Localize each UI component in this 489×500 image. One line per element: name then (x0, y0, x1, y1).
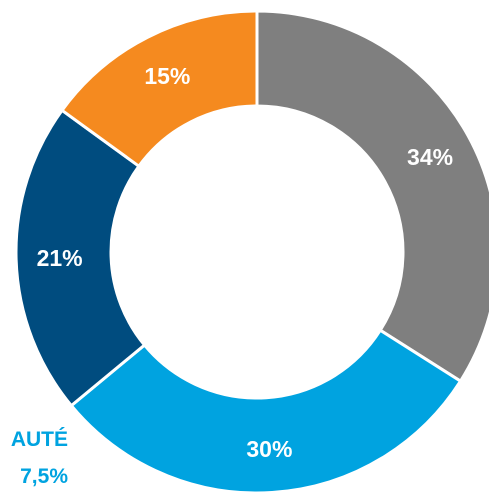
side-annotation-line-1: AUTÉ (11, 428, 68, 451)
donut-slice-label-4: 15% (144, 63, 190, 89)
donut-slices (14, 9, 489, 495)
donut-slice-3 (14, 108, 147, 408)
side-annotation-line-2: 7,5% (20, 465, 68, 488)
donut-slice-label-3: 21% (37, 245, 83, 271)
donut-slice-4 (59, 9, 259, 169)
donut-slice-2 (69, 328, 463, 495)
donut-slice-label-1: 34% (407, 144, 453, 170)
donut-slice-1 (255, 9, 489, 384)
donut-slice-label-2: 30% (246, 436, 292, 462)
donut-slice-labels: 34% 30% 21% 15% (37, 63, 454, 462)
